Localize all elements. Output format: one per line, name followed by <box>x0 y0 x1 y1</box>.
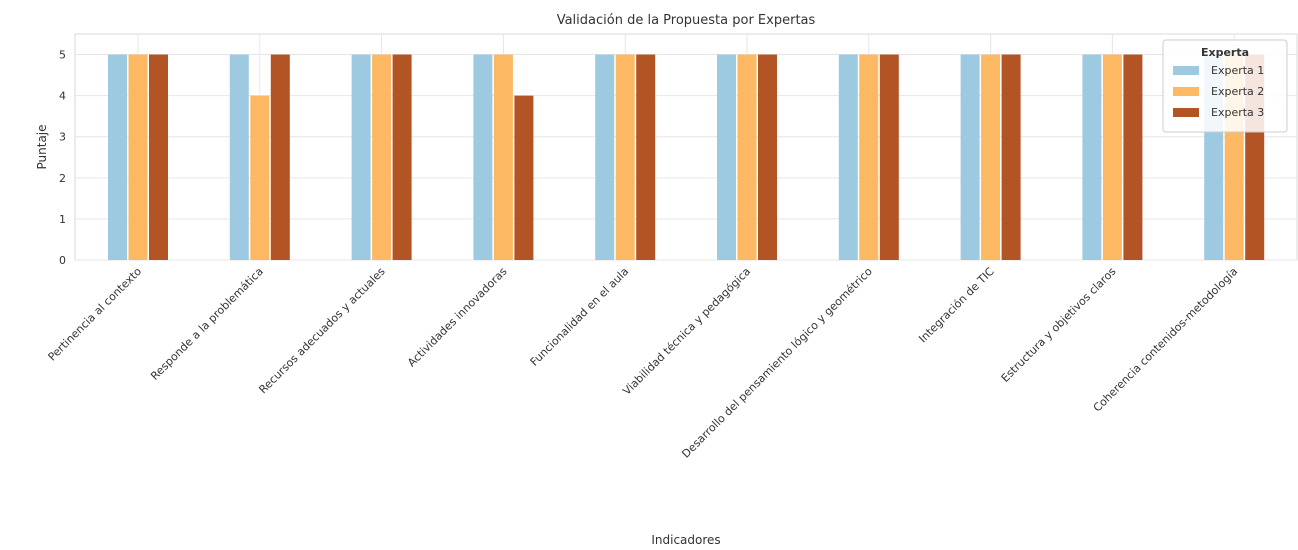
x-tick-label: Pertinencia al contexto <box>46 265 145 364</box>
legend-label: Experta 1 <box>1211 64 1264 77</box>
bar <box>493 54 513 260</box>
bar <box>595 54 615 260</box>
bar <box>859 54 879 260</box>
legend-label: Experta 2 <box>1211 85 1264 98</box>
bar <box>1001 54 1021 260</box>
bar <box>108 54 127 260</box>
bar <box>229 54 249 260</box>
bar <box>372 54 392 260</box>
y-tick-label: 2 <box>59 172 66 185</box>
x-tick-label: Coherencia contenidos-metodología <box>1091 265 1241 415</box>
bar <box>250 95 270 261</box>
x-tick-label: Estructura y objetivos claros <box>999 265 1119 385</box>
x-tick-label: Recursos adecuados y actuales <box>256 265 388 397</box>
y-tick-label: 0 <box>59 254 66 267</box>
bar <box>1102 54 1122 260</box>
x-tick-labels: Pertinencia al contexto Responde a la pro… <box>46 265 1241 461</box>
bar <box>473 54 493 260</box>
bar <box>758 54 777 260</box>
bar <box>636 54 656 260</box>
bar <box>351 54 371 260</box>
bar <box>615 54 635 260</box>
bar <box>149 54 168 260</box>
legend-swatch <box>1173 87 1199 96</box>
y-tick-label: 1 <box>59 213 66 226</box>
bar <box>1082 54 1102 260</box>
bar <box>270 54 290 260</box>
bar <box>981 54 1001 260</box>
bar <box>737 54 757 260</box>
y-tick-label: 3 <box>59 131 66 144</box>
legend-swatch <box>1173 66 1199 75</box>
legend-title: Experta <box>1201 46 1249 59</box>
x-tick-label: Desarrollo del pensamiento lógico y geom… <box>679 265 875 461</box>
bar <box>960 54 980 260</box>
x-tick-label: Integración de TIC <box>916 265 997 346</box>
x-tick-label: Actividades innovadoras <box>405 265 510 370</box>
x-axis-title: Indicadores <box>651 533 720 547</box>
bar <box>128 54 148 260</box>
bar <box>838 54 858 260</box>
legend-swatch <box>1173 108 1199 117</box>
y-axis-title: Puntaje <box>35 124 49 169</box>
bars <box>108 54 1265 261</box>
bar <box>879 54 899 260</box>
bar <box>392 54 412 260</box>
chart-title: Validación de la Propuesta por Expertas <box>557 13 816 28</box>
y-tick-label: 5 <box>59 49 66 62</box>
x-tick-label: Funcionalidad en el aula <box>528 265 632 369</box>
x-tick-label: Responde a la problemática <box>148 265 266 383</box>
legend-label: Experta 3 <box>1211 106 1264 119</box>
legend: Experta Experta 1 Experta 2 Experta 3 <box>1162 39 1288 133</box>
bar <box>514 95 534 261</box>
y-tick-labels: 0 1 2 3 4 5 <box>59 49 66 267</box>
bar <box>1123 54 1143 260</box>
y-tick-label: 4 <box>59 90 66 103</box>
x-tick-label: Viabilidad técnica y pedagógica <box>620 265 753 398</box>
bar <box>717 54 736 260</box>
